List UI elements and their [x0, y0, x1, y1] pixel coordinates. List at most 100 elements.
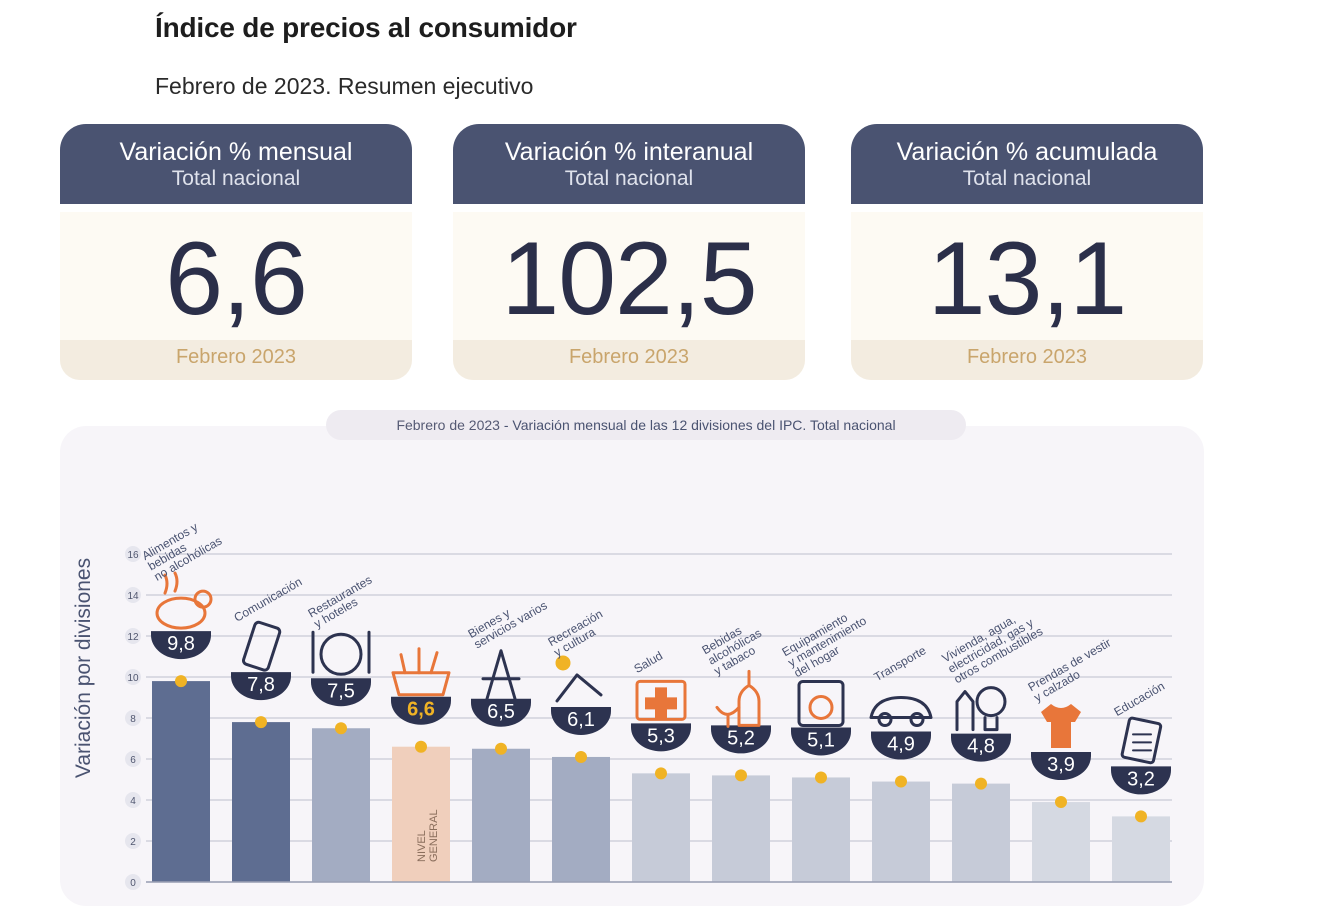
value-dot	[415, 740, 427, 753]
tick-badge	[125, 587, 141, 603]
card-header: Variación % acumulada Total nacional	[851, 124, 1203, 204]
value-dot	[735, 769, 747, 782]
phone-icon	[241, 620, 282, 672]
value-label: 4,9	[887, 734, 915, 756]
y-tick-label: 0	[130, 878, 136, 889]
card-title: Variación % acumulada	[896, 138, 1158, 166]
y-tick-label: 12	[127, 632, 139, 643]
bar-5	[472, 748, 530, 882]
value-label: 3,2	[1127, 768, 1155, 790]
y-tick-label: 16	[127, 550, 139, 561]
category-label: Restaurantesy hoteles	[306, 573, 381, 631]
card-value: 13,1	[927, 221, 1127, 337]
value-label: 5,3	[647, 725, 675, 747]
value-label: 7,5	[327, 680, 355, 702]
house-bulb-icon	[955, 686, 1007, 732]
card-accumulated-variation: Variación % acumulada Total nacional	[851, 124, 1203, 380]
card-title: Variación % interanual	[504, 138, 754, 166]
bar-10	[872, 781, 930, 882]
bar-2	[232, 722, 290, 882]
clothing-icon	[1041, 704, 1081, 749]
category-label-line: Educación	[1112, 679, 1168, 719]
services-icon	[481, 649, 521, 701]
value-badge-13	[1111, 766, 1171, 795]
bar-1	[152, 681, 210, 882]
value-dot	[175, 675, 187, 688]
value-dot	[255, 716, 267, 729]
card-title: Variación % mensual	[119, 138, 353, 166]
inbar-label-line: GENERAL	[428, 809, 440, 862]
bottle-icon	[715, 669, 761, 728]
card-year-on-year-variation: Variación % interanual Total nacional	[453, 124, 805, 380]
value-badge-11	[951, 733, 1011, 762]
card-monthly-variation: Variación % mensual Total nacional	[60, 124, 412, 380]
category-label: Vivienda, agua,electricidad, gas yotros …	[940, 603, 1046, 686]
value-label: 6,5	[487, 701, 515, 723]
cutlery-icon	[311, 630, 371, 676]
value-label: 5,2	[727, 727, 755, 749]
card-value: 6,6	[165, 221, 308, 337]
tick-badge	[125, 546, 141, 562]
category-label: Comunicación	[232, 575, 305, 625]
bar-3	[312, 728, 370, 882]
tick-badge	[125, 751, 141, 767]
value-badge-6	[551, 706, 611, 735]
shopping-basket-icon	[391, 647, 451, 697]
card-scope: Total nacional	[171, 167, 301, 190]
y-tick-label: 2	[130, 837, 136, 848]
card-scope: Total nacional	[962, 167, 1092, 190]
card-body	[453, 212, 805, 380]
value-dot	[1055, 796, 1067, 809]
value-badge-shape	[951, 733, 1011, 762]
value-label: 9,8	[167, 633, 195, 655]
value-label: 6,1	[567, 709, 595, 731]
bar-12	[1032, 802, 1090, 882]
value-badge-shape	[391, 696, 451, 725]
value-badge-5	[471, 698, 531, 727]
value-badge-shape	[311, 678, 371, 707]
category-label: Bebidasalcohólicasy tabaco	[700, 615, 770, 678]
value-badge-shape	[711, 725, 771, 754]
tick-badge	[125, 833, 141, 849]
category-label: Bienes yservicios varios	[466, 588, 550, 652]
card-header: Variación % mensual Total nacional	[60, 124, 412, 204]
value-badge-shape	[551, 706, 611, 735]
card-body	[851, 212, 1203, 380]
category-label: Recreacióny cultura	[546, 607, 612, 660]
value-badge-shape	[151, 631, 211, 660]
card-header: Variación % interanual Total nacional	[453, 124, 805, 204]
tick-badge	[125, 669, 141, 685]
value-badge-shape	[871, 731, 931, 760]
value-dot	[895, 775, 907, 788]
category-label: Educación	[1112, 679, 1168, 719]
value-dot	[335, 722, 347, 735]
value-badge-7	[631, 723, 691, 752]
card-period: Febrero 2023	[966, 346, 1088, 368]
chart-caption-date: Febrero de 2023	[396, 417, 500, 433]
bar-9	[792, 777, 850, 882]
value-dot	[655, 767, 667, 780]
value-badge-2	[231, 672, 291, 701]
value-label: 7,8	[247, 674, 275, 696]
category-label-line: Transporte	[872, 643, 929, 684]
book-icon	[1120, 716, 1163, 765]
value-badge-shape	[791, 727, 851, 756]
bar-8	[712, 775, 770, 882]
value-badge-shape	[231, 672, 291, 701]
value-badge-shape	[1111, 766, 1171, 795]
health-icon	[635, 679, 687, 721]
page-title: Índice de precios al consumidor	[155, 12, 577, 43]
value-label: 6,6	[407, 699, 435, 721]
tick-badge	[125, 792, 141, 808]
card-body	[60, 212, 412, 380]
bar-4	[392, 746, 450, 882]
category-label: Prendas de vestiry calzado	[1026, 635, 1120, 704]
value-badge-8	[711, 725, 771, 754]
value-badge-shape	[631, 723, 691, 752]
value-badge-3	[311, 678, 371, 707]
card-period: Febrero 2023	[175, 346, 297, 368]
category-label: Transporte	[872, 643, 929, 684]
bar-11	[952, 783, 1010, 882]
value-badge-12	[1031, 752, 1091, 781]
